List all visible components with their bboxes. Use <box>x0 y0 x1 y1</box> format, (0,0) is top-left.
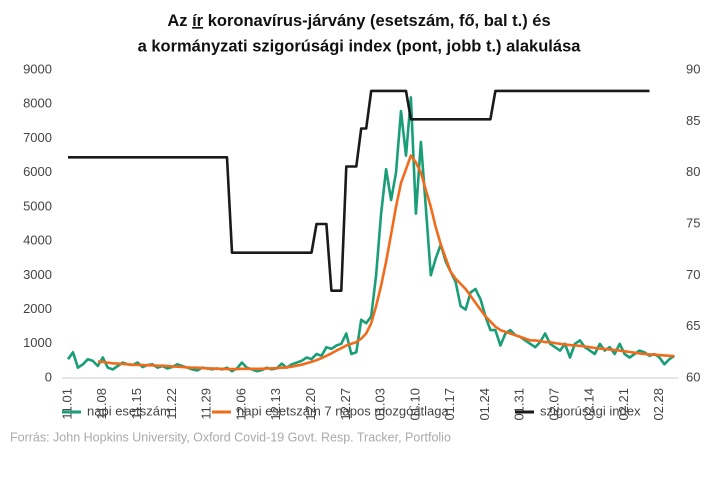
y-tick-label: 9000 <box>23 61 52 76</box>
chart-title: Az ír koronavírus-járvány (esetszám, fő,… <box>167 12 550 30</box>
source: Forrás: John Hopkins University, Oxford … <box>10 430 451 444</box>
y-tick-label: 0 <box>45 369 52 384</box>
legend-label: napi esetszám 7 napos mozgóátlaga <box>237 403 450 418</box>
y2-tick-label: 85 <box>686 113 700 128</box>
x-tick-label: 02.07 <box>546 388 561 421</box>
legend-label: szigorúsági index <box>540 403 641 418</box>
x-tick-label: 12.06 <box>233 388 248 421</box>
x-tick-label: 11.29 <box>199 388 214 420</box>
x-tick-label: 01.31 <box>512 388 527 421</box>
title-part: Az <box>167 12 192 30</box>
legend-label: napi esetszám <box>87 403 171 418</box>
title-part: ír <box>192 12 204 30</box>
title-part: koronavírus-járvány (esetszám, fő, bal t… <box>203 12 551 30</box>
series-line <box>97 154 675 371</box>
series-line <box>66 96 676 373</box>
x-tick-label: 01.10 <box>407 388 422 421</box>
x-tick-label: 12.13 <box>268 388 283 421</box>
y-tick-label: 5000 <box>23 198 52 213</box>
y-tick-label: 2000 <box>23 301 52 316</box>
y2-tick-label: 90 <box>686 61 700 76</box>
x-tick-label: 11.08 <box>94 388 109 420</box>
y2-tick-label: 75 <box>686 215 700 230</box>
y-tick-label: 6000 <box>23 164 52 179</box>
x-tick-label: 02.14 <box>581 388 596 421</box>
x-tick-label: 11.22 <box>164 388 179 420</box>
x-tick-label: 02.28 <box>651 388 666 421</box>
y2-tick-label: 80 <box>686 164 700 179</box>
series-line <box>68 89 650 292</box>
y-tick-label: 8000 <box>23 96 52 111</box>
x-tick-label: 01.03 <box>373 388 388 421</box>
y2-tick-label: 60 <box>686 369 700 384</box>
x-tick-label: 11.15 <box>129 388 144 420</box>
y-tick-label: 4000 <box>23 233 52 248</box>
x-tick-label: 11.01 <box>59 388 74 420</box>
x-tick-label: 12.20 <box>303 388 318 421</box>
y-tick-label: 3000 <box>23 267 52 282</box>
x-tick-label: 02.21 <box>616 388 631 421</box>
y-tick-label: 7000 <box>23 130 52 145</box>
x-tick-label: 01.24 <box>477 388 492 421</box>
y2-tick-label: 65 <box>686 318 700 333</box>
chart-title: a kormányzati szigorúsági index (pont, j… <box>138 37 582 55</box>
y-tick-label: 1000 <box>23 335 52 350</box>
x-tick-label: 12.27 <box>338 388 353 421</box>
y2-tick-label: 70 <box>686 267 700 282</box>
x-tick-label: 01.17 <box>442 388 457 421</box>
